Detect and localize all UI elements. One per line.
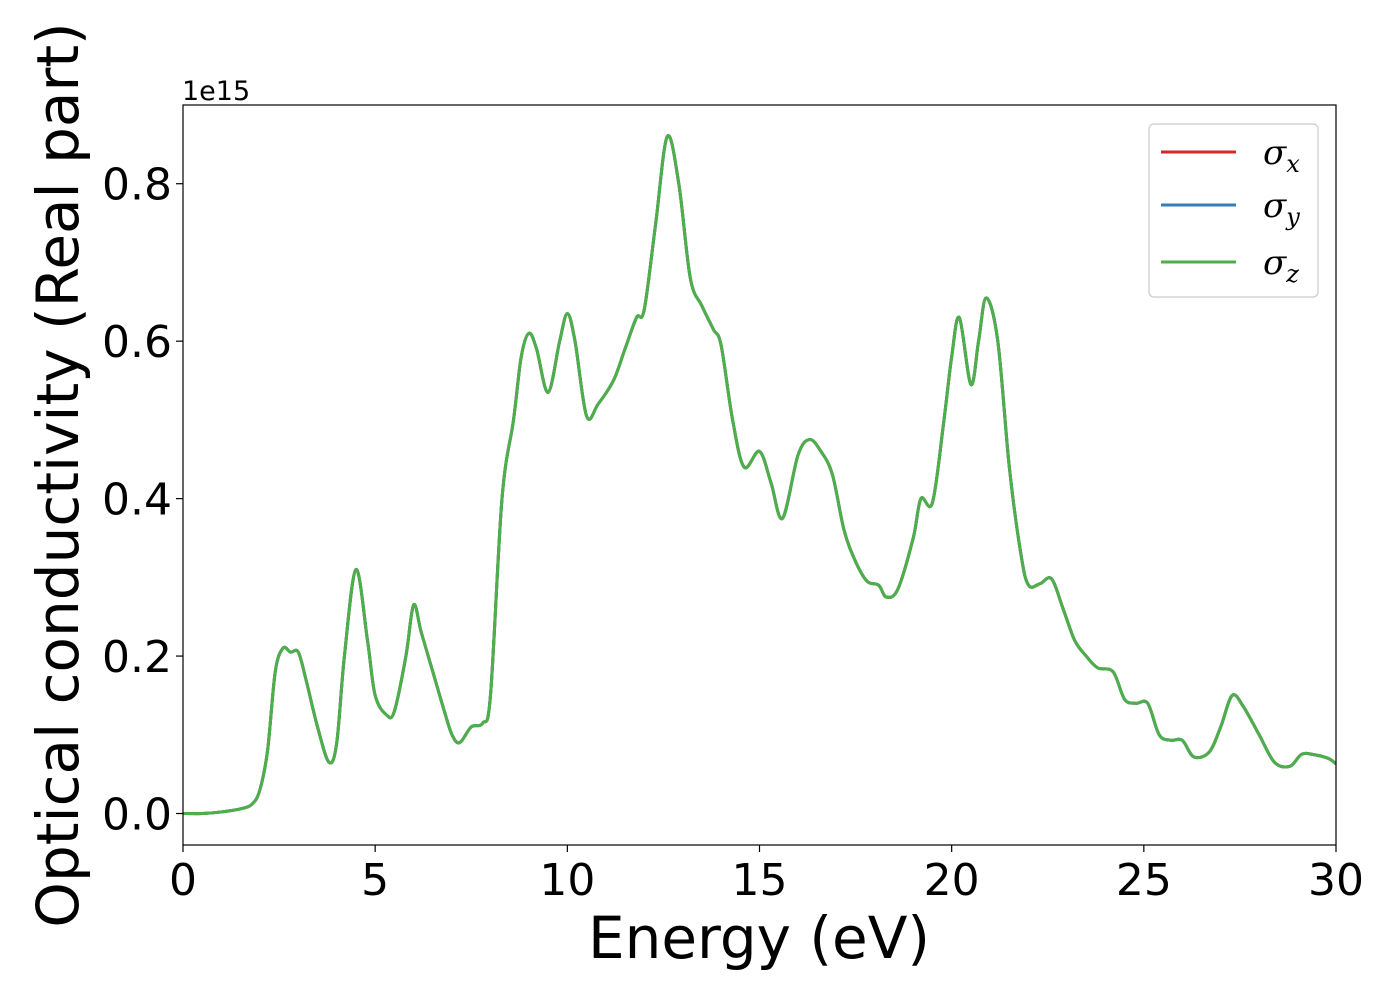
- x-tick-label: 25: [1116, 855, 1172, 906]
- legend-subscript: y: [1285, 203, 1300, 231]
- legend-subscript: x: [1286, 150, 1300, 178]
- x-tick-label: 0: [169, 855, 197, 906]
- x-tick-label: 30: [1308, 855, 1364, 906]
- legend-symbol: σ: [1263, 133, 1287, 173]
- legend-label-sigma-x: σx: [1263, 133, 1300, 178]
- y-tick-label: 0.6: [102, 317, 172, 368]
- x-tick-label: 15: [732, 855, 788, 906]
- x-tick-label: 10: [539, 855, 595, 906]
- plot-area: [183, 134, 1336, 816]
- y-tick-label: 0.0: [102, 790, 172, 841]
- legend-symbol: σ: [1263, 186, 1287, 226]
- legend-box: [1148, 123, 1319, 298]
- x-tick-label: 5: [361, 855, 389, 906]
- legend-label-sigma-y: σy: [1263, 186, 1300, 231]
- y-tick-label: 0.2: [102, 632, 172, 683]
- axes: 0 5 10 15 20 25 30 0.0 0.2 0.4 0.6 0.8: [102, 104, 1364, 906]
- y-axis-label: Optical conductivity (Real part): [24, 22, 92, 927]
- series-line-sigma-z: [183, 134, 1336, 816]
- y-axis-offset-text: 1e15: [182, 76, 250, 107]
- y-tick-label: 0.4: [102, 475, 172, 526]
- legend-symbol: σ: [1263, 243, 1287, 283]
- x-axis-label: Energy (eV): [588, 904, 930, 972]
- y-tick-label: 0.8: [102, 160, 172, 211]
- legend-label-sigma-z: σz: [1263, 243, 1299, 288]
- x-tick-label: 20: [924, 855, 980, 906]
- legend-subscript: z: [1285, 260, 1299, 288]
